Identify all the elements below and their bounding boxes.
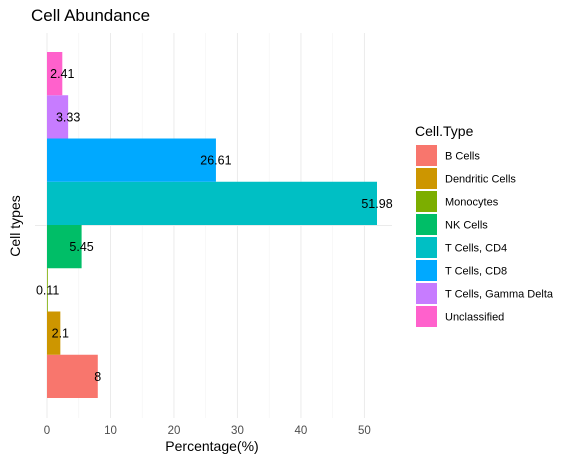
legend-key <box>416 214 437 235</box>
y-axis-title: Cell types <box>7 195 23 256</box>
data-label: 2.1 <box>52 327 69 341</box>
bar <box>47 181 377 225</box>
legend-label: T Cells, Gamma Delta <box>445 289 554 301</box>
legend: Cell.Type B Cells Dendritic Cells Monocyte… <box>415 123 554 327</box>
data-label: 51.98 <box>361 197 392 211</box>
legend-key <box>416 191 437 212</box>
x-axis-ticks: 0 10 20 30 40 50 <box>44 425 371 437</box>
bar <box>47 52 63 96</box>
bar <box>47 311 61 355</box>
legend-label: NK Cells <box>445 220 488 232</box>
x-tick-label: 20 <box>168 425 181 437</box>
x-tick-label: 50 <box>358 425 371 437</box>
data-label: 3.33 <box>56 110 80 124</box>
legend-key <box>416 145 437 166</box>
legend-label: Monocytes <box>445 197 499 209</box>
data-label: 5.45 <box>69 240 93 254</box>
bar <box>47 138 216 182</box>
x-tick-label: 40 <box>295 425 308 437</box>
legend-label: Dendritic Cells <box>445 174 516 186</box>
bars <box>47 52 377 398</box>
legend-label: Unclassified <box>445 312 504 324</box>
bar <box>47 354 98 398</box>
legend-label: B Cells <box>445 151 480 163</box>
chart-title: Cell Abundance <box>31 6 150 25</box>
legend-key <box>416 168 437 189</box>
data-label: 0.11 <box>36 283 59 297</box>
legend-label: T Cells, CD4 <box>445 243 507 255</box>
x-tick-label: 10 <box>104 425 117 437</box>
legend-title: Cell.Type <box>415 123 474 139</box>
data-label: 8 <box>94 370 101 384</box>
x-axis-title: Percentage(%) <box>165 438 258 454</box>
data-labels: 8 2.1 0.11 5.45 51.98 26.61 3.33 2.41 <box>36 67 393 384</box>
x-tick-label: 0 <box>44 425 50 437</box>
legend-key <box>416 237 437 258</box>
legend-key <box>416 306 437 327</box>
legend-label: T Cells, CD8 <box>445 266 507 278</box>
bar <box>47 225 82 269</box>
bar <box>47 95 69 139</box>
data-label: 26.61 <box>200 154 231 168</box>
legend-key <box>416 283 437 304</box>
bar <box>47 268 48 312</box>
data-label: 2.41 <box>50 67 74 81</box>
legend-key <box>416 260 437 281</box>
x-tick-label: 30 <box>231 425 244 437</box>
